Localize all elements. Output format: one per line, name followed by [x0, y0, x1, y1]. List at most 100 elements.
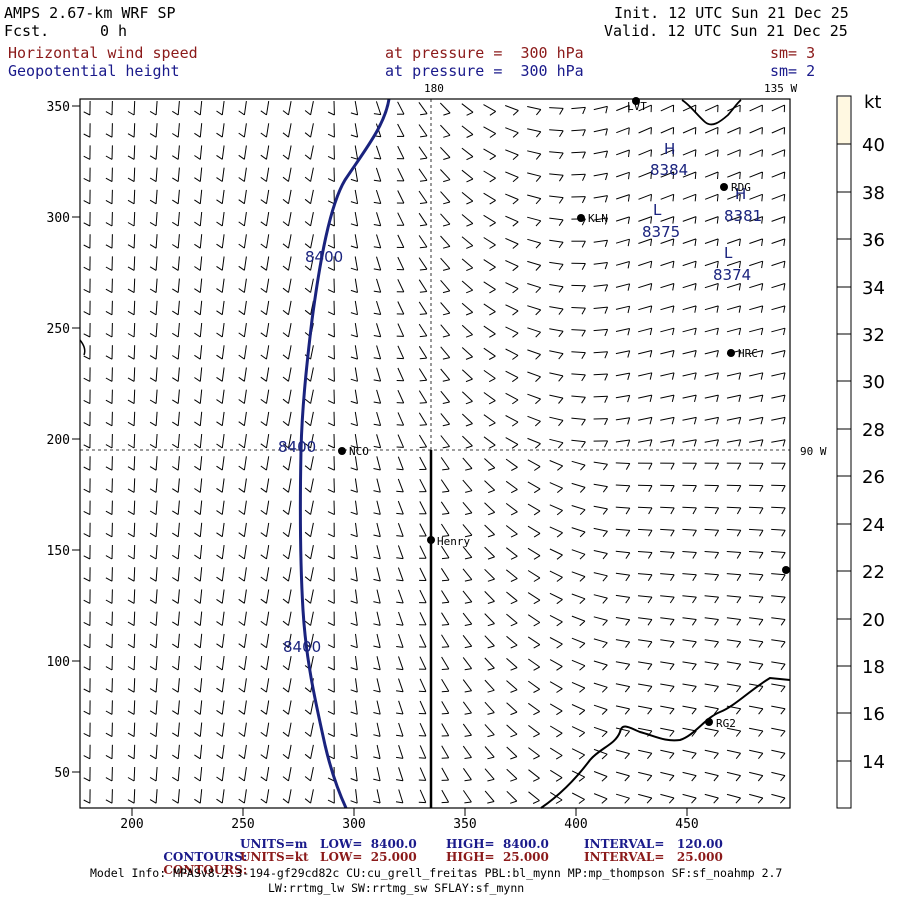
wind-barb-shaft: [199, 500, 203, 515]
wind-barb-shaft: [660, 104, 674, 112]
wind-barb-shaft: [484, 657, 495, 669]
wind-barb-feather: [127, 555, 135, 560]
wind-barb-shaft: [682, 771, 697, 777]
wind-barb-feather: [558, 442, 564, 449]
wind-barb-shaft: [505, 502, 518, 513]
wind-barb-feather: [194, 599, 201, 604]
wind-barb-shaft: [199, 256, 203, 271]
wind-barb-shaft: [288, 278, 292, 293]
wind-barb-feather: [758, 596, 764, 604]
wind-barb-feather: [602, 575, 608, 582]
wind-barb-shaft: [155, 100, 158, 116]
wind-barb-shaft: [749, 771, 763, 777]
wind-barb-feather: [464, 579, 472, 582]
wind-barb-feather: [327, 666, 335, 671]
wind-barb-shaft: [310, 167, 314, 182]
wind-barb-feather: [216, 732, 223, 737]
wind-barb-feather: [713, 708, 719, 715]
colorbar-labels: kt 40 38 36 34 32 30 28 26 24 22 20 18 1…: [862, 92, 885, 773]
station-dot: [705, 718, 713, 726]
wind-barb-shaft: [505, 370, 519, 379]
wind-barb-shaft: [615, 238, 630, 244]
wind-barb-feather: [172, 155, 179, 160]
wind-barb-feather: [260, 265, 267, 271]
wind-barb-feather: [559, 130, 564, 137]
wind-barb-feather: [149, 732, 157, 738]
wind-barb-feather: [581, 196, 586, 204]
wind-barb-feather: [648, 463, 653, 470]
wind-barb-feather: [672, 328, 675, 336]
wind-barb-shaft: [288, 411, 292, 426]
wind-barb-feather: [781, 529, 786, 537]
wind-barb-shaft: [549, 659, 563, 667]
wind-barb-shaft: [155, 589, 158, 604]
wind-barb-shaft: [221, 189, 225, 204]
wind-barb-shaft: [288, 123, 292, 138]
wind-barb-feather: [672, 305, 675, 313]
wind-barb-shaft: [221, 323, 225, 337]
wind-barb-feather: [83, 533, 91, 538]
wind-barb-shaft: [221, 101, 225, 115]
wind-barb-feather: [579, 487, 586, 493]
wind-barb-feather: [105, 799, 113, 804]
wind-barb-shaft: [310, 145, 314, 160]
wind-barb-shaft: [398, 722, 404, 737]
wind-barb-feather: [510, 733, 518, 738]
wind-barb-feather: [282, 421, 289, 427]
wind-barb-shaft: [397, 345, 405, 359]
wind-barb-feather: [304, 531, 311, 538]
wind-barb-feather: [194, 399, 201, 405]
wind-barb-feather: [238, 376, 245, 382]
wind-barb-feather: [443, 134, 451, 138]
wind-barb-shaft: [704, 149, 719, 156]
wind-barb-feather: [510, 711, 518, 716]
wind-barb-shaft: [461, 147, 474, 158]
wind-barb-shaft: [483, 104, 496, 112]
wind-barb-shaft: [310, 389, 314, 404]
wind-barb-shaft: [266, 456, 270, 471]
wind-barb-feather: [105, 777, 113, 782]
wind-barb-feather: [105, 266, 113, 271]
wind-barb-feather: [647, 663, 653, 671]
forecast-value: 0 h: [100, 22, 128, 40]
wind-barb-shaft: [505, 304, 519, 312]
wind-barb-shaft: [615, 661, 630, 665]
wind-barb-shaft: [549, 261, 564, 265]
wind-barb-feather: [691, 797, 697, 804]
wind-barb-feather: [304, 265, 311, 271]
wind-barb-feather: [557, 465, 564, 471]
wind-barb-feather: [559, 152, 564, 160]
wind-barb-feather: [105, 688, 113, 693]
wind-barb-feather: [650, 283, 653, 291]
wind-barb-feather: [736, 574, 742, 582]
wind-barb-feather: [512, 332, 519, 338]
wind-barb-shaft: [310, 656, 314, 670]
wind-barb-feather: [781, 574, 786, 582]
wind-barb-shaft: [440, 124, 451, 136]
wind-barb-feather: [350, 356, 358, 360]
wind-barb-feather: [419, 402, 427, 404]
wind-barb-feather: [105, 466, 113, 471]
wind-barb-feather: [693, 417, 697, 425]
wind-barb-shaft: [310, 589, 314, 604]
wind-barb-feather: [172, 665, 179, 671]
wind-barb-shaft: [177, 367, 180, 382]
wind-barb-shaft: [440, 390, 450, 403]
wind-barb-feather: [624, 730, 630, 737]
wind-barb-feather: [83, 799, 91, 804]
wind-barb-shaft: [397, 101, 405, 115]
wind-barb-feather: [488, 444, 496, 449]
wind-barb-feather: [194, 421, 201, 427]
station-label-henry: Henry: [437, 535, 470, 548]
wind-barb-feather: [149, 621, 157, 627]
wind-barb-shaft: [355, 678, 358, 693]
wind-barb-feather: [260, 110, 267, 116]
wind-barb-feather: [327, 511, 335, 516]
wind-barb-shaft: [266, 278, 270, 293]
wind-barb-feather: [649, 372, 653, 380]
wind-barb-shaft: [771, 528, 786, 531]
wind-barb-shaft: [199, 300, 203, 315]
wind-barb-feather: [669, 663, 675, 671]
wind-barb-shaft: [418, 168, 428, 181]
wind-barb-feather: [373, 246, 381, 249]
